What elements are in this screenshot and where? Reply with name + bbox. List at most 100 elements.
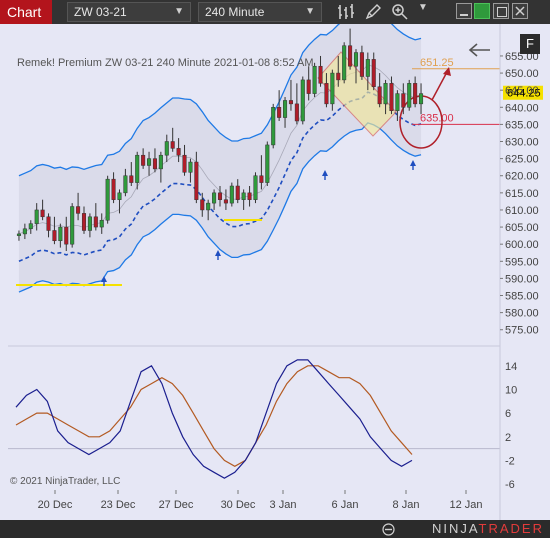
instrument-selector[interactable]: ZW 03-21 ▼ bbox=[67, 2, 191, 22]
upper-band-line bbox=[18, 24, 422, 177]
zoom-icon[interactable] bbox=[390, 2, 410, 22]
restore-button[interactable] bbox=[493, 3, 509, 19]
candles-layer bbox=[16, 28, 424, 252]
chart-info-line: Remek! Premium ZW 03-21 240 Minute 2021-… bbox=[17, 57, 314, 69]
copyright-text: © 2021 NinjaTrader, LLC bbox=[10, 476, 121, 487]
candle-body bbox=[64, 226, 69, 245]
candle-body bbox=[241, 192, 246, 200]
price-tick-label: 605.00 bbox=[505, 222, 539, 234]
chart-menu-button[interactable]: Chart bbox=[0, 0, 52, 24]
candle-body bbox=[188, 161, 193, 173]
candle-body bbox=[324, 83, 329, 105]
candle-body bbox=[217, 192, 223, 200]
candle-body bbox=[253, 175, 258, 200]
candle-body bbox=[147, 158, 152, 166]
candle-body bbox=[288, 100, 293, 105]
candle-body bbox=[336, 72, 341, 81]
candle-body bbox=[58, 226, 63, 242]
date-tick-label: 23 Dec bbox=[101, 499, 136, 511]
osc-tick-label: 2 bbox=[505, 432, 511, 444]
date-tick-label: 30 Dec bbox=[221, 499, 256, 511]
candle-body bbox=[206, 202, 211, 211]
price-tick-label: 635.00 bbox=[505, 119, 539, 131]
candle-body bbox=[389, 83, 394, 111]
footer-bar: NINJATRADER bbox=[0, 520, 550, 538]
candle-body bbox=[419, 93, 424, 105]
candle-body bbox=[277, 107, 282, 118]
candle-body bbox=[353, 52, 359, 67]
price-tick-label: 625.00 bbox=[505, 154, 539, 166]
interval-selector[interactable]: 240 Minute ▼ bbox=[198, 2, 322, 22]
trend-dashed-line bbox=[18, 91, 422, 263]
candle-body bbox=[194, 161, 199, 200]
candle-body bbox=[223, 199, 228, 204]
chevron-down-icon: ▼ bbox=[305, 6, 315, 17]
last-price-label: 644.25 bbox=[507, 88, 541, 100]
candle-body bbox=[318, 65, 323, 84]
minimize-button[interactable] bbox=[456, 3, 472, 19]
date-tick-label: 27 Dec bbox=[159, 499, 194, 511]
candle-body bbox=[330, 72, 335, 105]
osc-tick-label: -6 bbox=[505, 479, 515, 491]
band-fill bbox=[18, 24, 422, 293]
candle-body bbox=[265, 144, 270, 183]
candle-body bbox=[40, 209, 45, 218]
drawing-tool-icon[interactable] bbox=[363, 2, 383, 22]
candle-body bbox=[365, 59, 370, 77]
candle-body bbox=[247, 192, 252, 200]
candle-body bbox=[170, 141, 175, 149]
candle-body bbox=[294, 103, 299, 122]
price-tick-label: 615.00 bbox=[505, 188, 539, 200]
candle-body bbox=[401, 93, 406, 108]
candle-body bbox=[22, 228, 27, 235]
candle-body bbox=[176, 148, 181, 156]
candle-body bbox=[117, 192, 122, 200]
maximize-button[interactable] bbox=[474, 3, 490, 19]
brand-trader: TRADER bbox=[478, 521, 544, 536]
candle-body bbox=[111, 178, 116, 200]
candle-body bbox=[235, 185, 240, 200]
last-price-badge bbox=[503, 85, 543, 100]
candle-body bbox=[123, 175, 128, 194]
signal-arrow bbox=[410, 160, 416, 166]
osc-tick-label: 6 bbox=[505, 408, 511, 420]
osc-tick-label: 10 bbox=[505, 384, 517, 396]
candle-body bbox=[87, 216, 92, 231]
minimize-icon bbox=[460, 14, 468, 16]
candle-body bbox=[129, 175, 134, 183]
signal-arrow bbox=[101, 276, 107, 282]
candle-body bbox=[407, 83, 412, 108]
candle-body bbox=[283, 100, 288, 118]
price-tick-label: 590.00 bbox=[505, 273, 539, 285]
candle-body bbox=[182, 154, 187, 173]
osc-slow-line bbox=[15, 365, 413, 467]
signal-arrow bbox=[322, 170, 328, 176]
chart-toolbar: Chart ZW 03-21 ▼ 240 Minute ▼ ▼ bbox=[0, 0, 550, 24]
candle-body bbox=[300, 79, 305, 122]
oscillator-layer bbox=[8, 359, 500, 479]
candle-body bbox=[395, 93, 400, 111]
brand-logo: NINJATRADER bbox=[432, 521, 544, 536]
price-tick-label: 600.00 bbox=[505, 239, 539, 251]
f-button[interactable]: F bbox=[520, 34, 540, 54]
candle-body bbox=[200, 199, 205, 211]
bar-type-icon[interactable] bbox=[336, 2, 356, 22]
chevron-down-icon[interactable]: ▼ bbox=[418, 2, 428, 13]
candle-body bbox=[34, 209, 39, 224]
price-tick-label: 585.00 bbox=[505, 291, 539, 303]
osc-tick-label: -2 bbox=[505, 455, 515, 467]
candle-body bbox=[141, 154, 146, 166]
close-button[interactable] bbox=[512, 3, 528, 19]
candle-body bbox=[229, 185, 234, 204]
chevron-down-icon: ▼ bbox=[174, 6, 184, 17]
arrow-up-line bbox=[431, 71, 448, 101]
candle-body bbox=[413, 83, 418, 105]
candle-body bbox=[28, 223, 33, 230]
price-tick-label: 610.00 bbox=[505, 205, 539, 217]
candle-body bbox=[342, 45, 347, 81]
price-tick-label: 630.00 bbox=[505, 137, 539, 149]
price-tick-label: 580.00 bbox=[505, 308, 539, 320]
candle-body bbox=[383, 83, 388, 105]
